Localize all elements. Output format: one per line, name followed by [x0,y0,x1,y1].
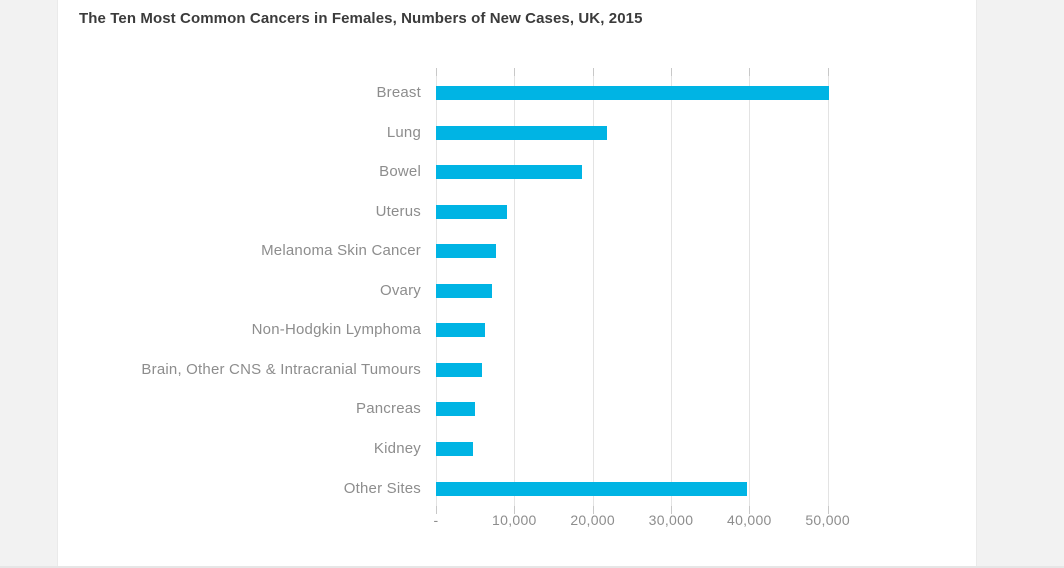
category-label: Pancreas [356,400,421,418]
axis-tick [514,506,516,514]
category-label: Kidney [373,439,421,457]
category-label: Bowel [379,163,421,181]
bar [436,86,830,100]
plot-area: - 10,000 20,000 30,000 40,000 50,000 Breast Lun… [58,0,978,566]
category-label: Non-Hodgkin Lymphoma [251,321,421,339]
axis-tick [749,68,751,76]
axis-tick [670,506,672,514]
axis-tick [670,68,672,76]
category-label: Melanoma Skin Cancer [261,242,421,260]
axis-tick [514,68,516,76]
category-label: Breast [376,84,421,101]
axis-tick [827,68,829,76]
x-tick-label: 50,000 [805,512,850,528]
x-tick-label: - [433,512,439,528]
gridline [592,70,594,506]
axis-tick [592,506,594,514]
chart-title: The Ten Most Common Cancers in Females, … [79,10,643,27]
category-label: Ovary [379,281,421,299]
bar [436,441,473,456]
bar [436,125,607,140]
bar [436,283,493,298]
category-label: Brain, Other CNS & Intracranial Tumours [141,360,421,378]
bar [436,244,496,259]
bar [436,204,507,219]
category-label: Other Sites [343,479,421,497]
gridline [749,70,751,506]
category-label: Lung [386,123,421,141]
axis-tick [436,506,437,514]
gridline [514,70,516,506]
bar [436,165,582,180]
bar [436,402,476,417]
bar [436,481,747,496]
x-tick-label: 30,000 [648,512,694,528]
chart-card: The Ten Most Common Cancers in Females, … [57,0,978,566]
axis-tick [436,68,437,76]
axis-tick [749,506,751,514]
x-tick-label: 20,000 [570,512,615,528]
category-label: Uterus [375,202,421,220]
gridline [827,70,829,506]
x-tick-label: 40,000 [727,512,772,528]
axis-tick [827,506,829,514]
bar [436,323,485,338]
axis-tick [592,68,594,76]
x-tick-label: 10,000 [492,512,537,528]
bar [436,362,483,377]
gridline [670,70,672,506]
